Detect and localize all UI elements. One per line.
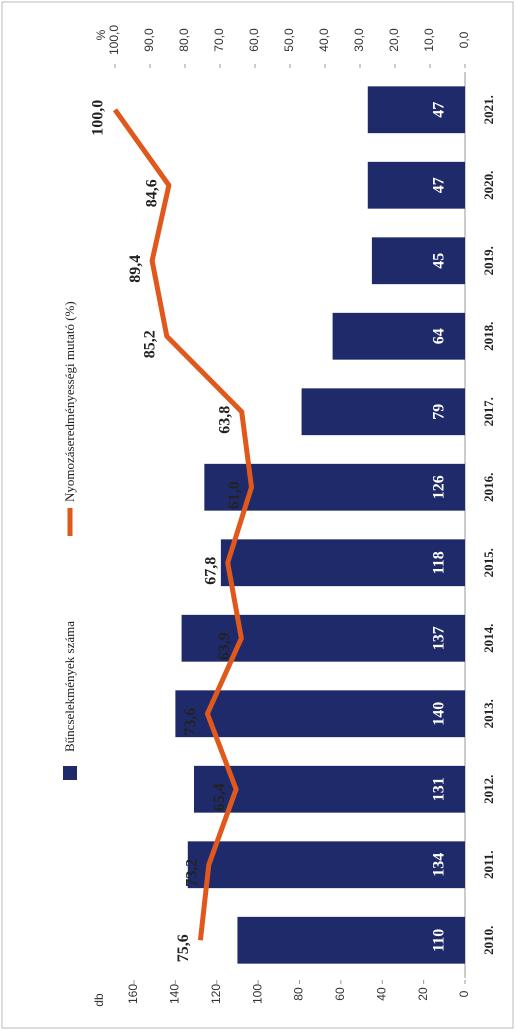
bar-label: 45 [431, 253, 448, 269]
bar-label: 47 [431, 102, 448, 118]
bar-label: 118 [431, 551, 448, 574]
legend-swatch [63, 766, 77, 780]
rotated-chart: db 0 20 40 60 80 100 120 140 160% 0,0 10,0 20,0 30,0 4… [62, 25, 496, 1007]
y2-tick-label: 70,0 [212, 28, 226, 52]
y-tick-label: 80 [292, 987, 306, 1001]
bar [193, 765, 465, 813]
line-label: 63,9 [216, 632, 233, 660]
y-tick-label: 140 [168, 984, 182, 1004]
y-tick-label: 60 [333, 987, 347, 1001]
y2-tick-label: 40,0 [317, 28, 331, 52]
y-tick-label: 160 [126, 984, 140, 1004]
bar [237, 916, 465, 964]
y2-tick-label: 60,0 [247, 28, 261, 52]
line-label: 75,6 [175, 934, 192, 962]
line-label: 73,6 [182, 708, 199, 736]
bar [175, 690, 465, 738]
x-tick-label: 2013. [481, 699, 496, 728]
y2-axis-label: % [94, 29, 108, 40]
legend-label: Nyomozáseredményességi mutató (%) [62, 301, 77, 502]
bar-label: 137 [431, 626, 448, 650]
bar [367, 161, 465, 209]
y2-tick-label: 50,0 [282, 28, 296, 52]
y2-tick-label: 90,0 [142, 28, 156, 52]
bar [187, 841, 465, 889]
bar [332, 312, 465, 360]
bar [204, 463, 465, 511]
y-tick-label: 100 [250, 984, 264, 1004]
line-label: 63,8 [216, 406, 233, 434]
bar [220, 539, 465, 587]
y2-tick-label: 10,0 [422, 28, 436, 52]
bar-label: 126 [431, 475, 448, 499]
x-tick-label: 2016. [481, 473, 496, 502]
x-tick-label: 2015. [481, 548, 496, 577]
legend-label: Bűncselekmények száma [62, 621, 77, 752]
x-tick-label: 2017. [481, 397, 496, 426]
bar-label: 79 [431, 404, 448, 420]
line-label: 67,8 [202, 557, 219, 585]
bar [181, 614, 466, 662]
line-label: 89,4 [127, 255, 144, 283]
x-tick-label: 2012. [481, 775, 496, 804]
bar-label: 64 [431, 328, 448, 344]
bar-label: 110 [431, 929, 448, 952]
line-label: 61,0 [226, 481, 243, 509]
line-label: 65,4 [211, 783, 228, 811]
line-label: 100,0 [90, 100, 107, 136]
y2-tick-label: 100,0 [107, 25, 121, 55]
bar-label: 140 [431, 702, 448, 726]
y2-tick-label: 20,0 [387, 28, 401, 52]
y-axis-label: db [92, 993, 106, 1007]
x-tick-label: 2020. [481, 171, 496, 200]
y2-tick-label: 80,0 [177, 28, 191, 52]
y-tick-label: 0 [457, 990, 471, 997]
bar-label: 47 [431, 177, 448, 193]
bar [371, 237, 465, 285]
bar [301, 388, 465, 436]
y2-tick-label: 0,0 [457, 31, 471, 48]
bar-label: 134 [431, 853, 448, 877]
x-tick-label: 2021. [481, 95, 496, 124]
x-tick-label: 2010. [481, 926, 496, 955]
bar [367, 86, 465, 134]
y-tick-label: 40 [374, 987, 388, 1001]
y-tick-label: 120 [209, 984, 223, 1004]
line-label: 84,6 [144, 179, 161, 207]
x-tick-label: 2011. [481, 850, 496, 879]
y-tick-label: 20 [416, 987, 430, 1001]
bar-label: 131 [431, 777, 448, 801]
line-label: 73,2 [183, 859, 200, 887]
line-label: 85,2 [141, 330, 158, 358]
x-tick-label: 2014. [481, 624, 496, 653]
x-tick-label: 2018. [481, 322, 496, 351]
line [112, 108, 254, 941]
y2-tick-label: 30,0 [352, 28, 366, 52]
x-tick-label: 2019. [481, 246, 496, 275]
